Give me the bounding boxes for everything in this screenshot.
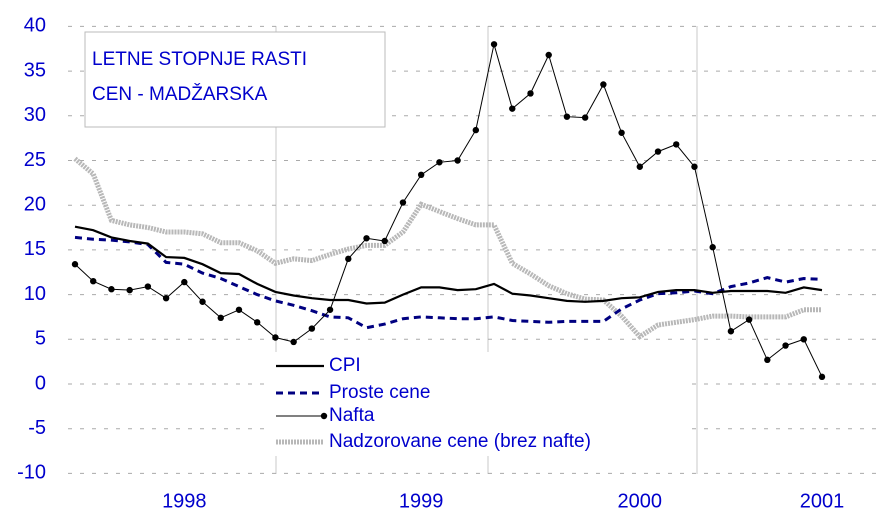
y-tick-label: 5 [35,328,46,350]
series-line [73,156,822,340]
x-tick-label: 1999 [399,490,444,512]
marker [90,277,97,285]
series-line [74,225,823,305]
marker [545,51,552,59]
series-line [74,44,823,378]
marker [308,325,316,332]
marker [782,342,789,349]
y-tick-label: 40 [24,15,46,37]
marker [235,306,243,313]
y-tick-label: 0 [35,372,46,394]
legend-marker [320,412,328,420]
marker [600,81,607,88]
legend-label: CPI [329,355,361,376]
marker [764,356,771,364]
marker [417,171,425,179]
marker [108,286,115,293]
marker [818,373,826,381]
marker [399,199,407,206]
x-tick-label: 2001 [800,490,845,512]
legend-label: Proste cene [329,382,430,403]
marker [381,237,388,245]
legend-label: Nadzorovane cene (brez nafte) [329,431,591,452]
marker [691,163,698,170]
legend-box [270,352,690,456]
x-tick-label: 1998 [162,490,207,512]
marker [709,244,716,251]
y-tick-label: 10 [24,283,46,305]
chart-title: CEN - MADŽARSKA [92,83,268,105]
marker [326,306,334,313]
marker [636,163,644,170]
marker [253,319,261,326]
y-tick-label: -10 [17,462,46,484]
marker [472,126,480,134]
marker [181,278,188,286]
marker [199,298,206,305]
chart-title: LETNE STOPNJE RASTI [92,49,307,70]
marker [527,90,534,97]
y-tick-label: 20 [24,193,46,215]
marker [71,261,79,268]
marker [144,283,152,290]
marker [345,255,352,263]
marker [454,157,461,164]
marker [673,141,680,148]
marker [563,113,571,120]
marker [126,286,133,294]
marker [217,314,224,322]
y-tick-label: 35 [24,59,46,81]
y-tick-label: 30 [24,104,46,126]
y-tick-label: 25 [24,149,46,171]
marker [800,336,807,343]
marker [654,148,662,155]
marker [618,129,625,136]
marker [490,41,498,48]
marker [290,338,297,346]
marker [272,334,279,341]
marker [581,114,589,121]
legend-label: Nafta [329,405,375,426]
marker [436,159,443,166]
x-tick-label: 2000 [618,490,663,512]
y-tick-label: -5 [28,417,46,439]
y-tick-label: 15 [24,238,46,260]
plot [71,41,826,381]
marker [745,316,753,323]
title-box [84,31,386,128]
marker [363,235,370,242]
marker [162,294,170,302]
marker [509,105,516,112]
marker [727,328,735,335]
